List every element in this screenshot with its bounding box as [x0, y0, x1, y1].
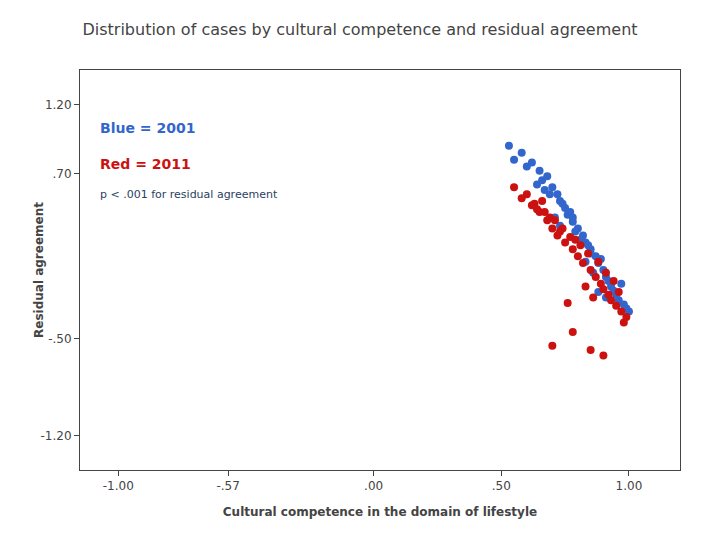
- svg-text:.00: .00: [364, 479, 383, 493]
- svg-text:1.20: 1.20: [45, 98, 72, 112]
- svg-text:-1.20: -1.20: [41, 429, 72, 443]
- svg-text:Red = 2011: Red = 2011: [100, 156, 191, 172]
- svg-text:Distribution of cases by cultu: Distribution of cases by cultural compet…: [82, 20, 637, 39]
- svg-text:Residual agreement: Residual agreement: [32, 202, 46, 338]
- svg-text:p < .001 for residual agreemen: p < .001 for residual agreement: [100, 188, 278, 201]
- svg-text:-1.00: -1.00: [103, 479, 134, 493]
- svg-text:-.50: -.50: [48, 332, 71, 346]
- svg-text:-.57: -.57: [216, 479, 239, 493]
- svg-text:.70: .70: [53, 167, 72, 181]
- svg-text:.50: .50: [492, 479, 511, 493]
- svg-text:Blue = 2001: Blue = 2001: [100, 120, 195, 136]
- svg-text:Cultural competence in the dom: Cultural competence in the domain of lif…: [223, 505, 537, 519]
- svg-text:1.00: 1.00: [616, 479, 643, 493]
